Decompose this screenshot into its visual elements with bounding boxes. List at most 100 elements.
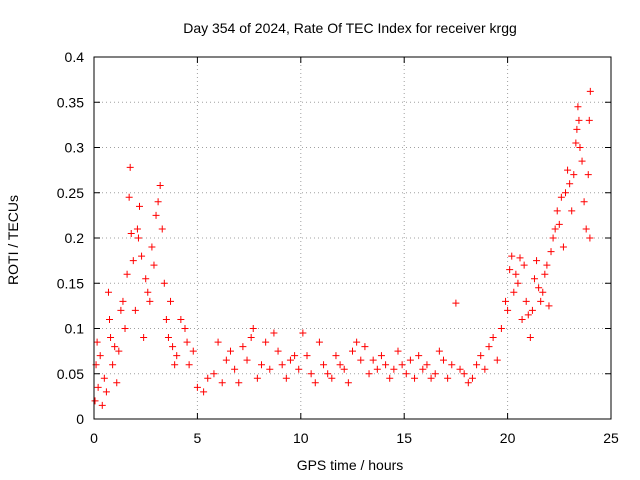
data-point [520,261,528,269]
data-point [502,297,510,305]
data-point [549,234,557,242]
data-point [539,288,547,296]
y-tick-label: 0.15 [57,275,84,291]
data-point [107,334,115,342]
data-point [411,374,419,382]
data-point [586,234,594,242]
data-point [133,225,141,233]
data-point [473,361,481,369]
data-point [402,370,410,378]
data-point [541,270,549,278]
data-point [94,383,102,391]
data-point [390,365,398,373]
data-point [135,202,143,210]
data-point [419,365,427,373]
data-point [96,352,104,360]
data-point [148,243,156,251]
data-point [262,338,270,346]
data-point [315,338,323,346]
data-point [258,361,266,369]
data-point [152,211,160,219]
data-point [439,356,447,364]
data-point [572,139,580,147]
data-point [566,180,574,188]
data-point [282,374,290,382]
data-point [504,306,512,314]
data-point [146,297,154,305]
data-point [332,352,340,360]
data-point [468,374,476,382]
data-point [562,189,570,197]
data-point [183,338,191,346]
data-point [111,343,119,351]
data-point [274,347,282,355]
data-point [193,383,201,391]
data-point [98,401,106,409]
grid-lines [94,57,611,419]
data-point [516,254,524,262]
data-point [328,374,336,382]
x-tick-label: 10 [293,430,309,446]
y-tick-label: 0.4 [65,49,85,65]
data-point [311,379,319,387]
data-point [444,374,452,382]
data-point [386,374,394,382]
data-point [113,379,121,387]
x-tick-label: 5 [194,430,202,446]
data-point [181,325,189,332]
data-point [231,365,239,373]
data-point [295,365,303,373]
data-point [247,334,255,342]
data-point [123,270,131,278]
data-point [239,343,247,351]
data-point [553,207,561,215]
data-point [570,171,578,179]
data-point [585,116,593,124]
data-point [142,275,150,283]
data-point [144,288,152,296]
data-point [452,299,460,307]
data-point [104,288,112,296]
data-point [324,370,332,378]
data-point [349,347,356,355]
data-point [415,352,423,360]
data-point [481,365,489,373]
data-point [243,356,251,364]
data-point [526,334,534,342]
data-point [177,315,185,323]
data-point [559,243,567,251]
data-point [125,193,133,201]
data-point [564,166,572,174]
data-point [369,356,377,364]
data-point [91,397,99,405]
data-point [514,279,522,287]
data-point [93,338,101,346]
y-tick-label: 0.25 [57,185,84,201]
data-point [580,198,588,206]
data-point [185,361,193,369]
data-point [518,315,526,323]
x-tick-label: 0 [90,430,98,446]
data-point [574,103,582,111]
data-point [200,388,208,396]
data-point [340,365,348,373]
x-axis-label: GPS time / hours [297,457,404,473]
data-point [218,379,226,387]
data-point [162,315,170,323]
data-point [214,338,222,346]
data-point [373,365,381,373]
y-tick-label: 0.2 [65,230,85,246]
data-point [557,193,565,201]
data-point [543,261,551,269]
data-point [127,229,135,237]
data-point [204,374,212,382]
data-point [584,171,592,179]
data-point [167,297,175,305]
data-point [126,163,134,171]
data-point [382,361,390,369]
data-point [427,374,435,382]
data-point [291,352,299,360]
data-point [173,352,181,360]
data-point [336,361,344,369]
data-point [129,257,137,265]
